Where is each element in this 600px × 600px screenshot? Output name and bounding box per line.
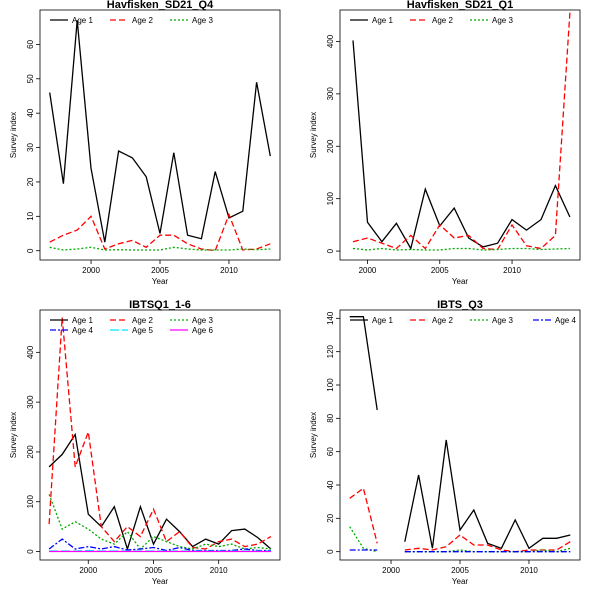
y-tick-label: 400: [26, 345, 35, 359]
y-tick-label: 200: [326, 139, 335, 153]
series-line-age-1: [49, 20, 271, 243]
legend-label: Age 4: [555, 316, 576, 325]
y-tick-label: 0: [326, 549, 335, 554]
x-tick-label: 2010: [503, 266, 521, 275]
y-axis-label: Survey index: [9, 412, 18, 458]
plot-frame: [339, 309, 581, 561]
x-axis-label: Year: [152, 277, 169, 286]
plot-frame: [339, 9, 581, 261]
legend-label: Age 1: [372, 16, 393, 25]
legend-label: Age 6: [192, 326, 213, 335]
chart-title: IBTSQ1_1-6: [129, 299, 191, 311]
y-tick-label: 400: [326, 34, 335, 48]
y-tick-label: 50: [26, 74, 35, 83]
y-axis-label: Survey index: [9, 112, 18, 158]
x-axis-label: Year: [452, 577, 469, 586]
y-axis-label: Survey index: [309, 112, 318, 158]
series-line-age-3: [352, 247, 570, 251]
y-tick-label: 0: [26, 549, 35, 554]
x-tick-label: 2010: [210, 566, 228, 575]
legend-label: Age 3: [492, 16, 513, 25]
x-tick-label: 2000: [359, 266, 377, 275]
series-line-age-3: [49, 246, 271, 251]
y-tick-label: 300: [26, 395, 35, 409]
y-tick-label: 60: [326, 447, 335, 456]
x-axis-label: Year: [152, 577, 169, 586]
y-tick-label: 140: [326, 311, 335, 325]
series-line-age-2: [349, 487, 571, 553]
legend-label: Age 2: [432, 316, 453, 325]
y-tick-label: 30: [26, 143, 35, 152]
x-tick-label: 2010: [220, 266, 238, 275]
x-tick-label: 2005: [151, 266, 169, 275]
y-tick-label: 40: [26, 108, 35, 117]
series-line-age-1: [48, 432, 272, 552]
legend-label: Age 2: [132, 16, 153, 25]
y-tick-label: 0: [326, 248, 335, 253]
chart-title: Havfisken_SD21_Q4: [107, 0, 214, 11]
chart-panel-2: Havfisken_SD21_Q1 2000 2005 2010 0 100 200 300 4…: [309, 0, 581, 286]
chart-panel-3: IBTSQ1_1-6 2000 2005 2010 0 100 200 300 400 Year S…: [9, 299, 281, 586]
series-line-age-4: [48, 538, 271, 552]
legend-label: Age 2: [432, 16, 453, 25]
series-line-age-2: [49, 212, 271, 252]
x-tick-label: 2005: [451, 566, 469, 575]
legend-label: Age 3: [192, 16, 213, 25]
chart-title: IBTS_Q3: [437, 299, 483, 311]
series-line-age-3: [48, 494, 271, 550]
y-tick-label: 0: [26, 248, 35, 253]
legend-label: Age 5: [132, 326, 153, 335]
chart-panel-1: Havfisken_SD21_Q4 2000 2005 2010 0 10 20 30 40 50…: [9, 0, 281, 286]
plot-frame: [39, 9, 281, 261]
series-line-age-4: [349, 549, 571, 553]
x-tick-label: 2010: [520, 566, 538, 575]
chart-title: Havfisken_SD21_Q1: [407, 0, 513, 11]
y-tick-label: 100: [26, 495, 35, 509]
legend-label: Age 4: [72, 326, 93, 335]
y-tick-label: 60: [26, 39, 35, 48]
x-tick-label: 2000: [82, 266, 100, 275]
legend-label: Age 2: [132, 316, 153, 325]
chart-panel-4: IBTS_Q3 2000 2005 2010 0 20 40 60 80 100 120 140 Yea…: [309, 299, 581, 586]
y-tick-label: 300: [326, 87, 335, 101]
y-tick-label: 100: [326, 378, 335, 392]
x-axis-label: Year: [452, 277, 469, 286]
x-tick-label: 2005: [431, 266, 449, 275]
legend-label: Age 1: [372, 316, 393, 325]
series-line-age-3: [349, 526, 571, 553]
y-tick-label: 10: [26, 211, 35, 220]
y-tick-label: 200: [26, 445, 35, 459]
y-tick-label: 120: [326, 344, 335, 358]
plot-frame: [39, 309, 281, 561]
x-tick-label: 2000: [79, 566, 97, 575]
legend-label: Age 1: [72, 316, 93, 325]
legend-label: Age 3: [192, 316, 213, 325]
y-tick-label: 40: [326, 480, 335, 489]
y-tick-label: 100: [326, 191, 335, 205]
series-line-age-1: [349, 316, 571, 550]
y-tick-label: 20: [326, 513, 335, 522]
x-tick-label: 2005: [145, 566, 163, 575]
y-tick-label: 20: [26, 177, 35, 186]
legend-label: Age 3: [492, 316, 513, 325]
series-line-age-2: [352, 12, 571, 251]
series-line-age-1: [352, 40, 571, 251]
y-tick-label: 80: [326, 413, 335, 422]
y-axis-label: Survey index: [309, 412, 318, 458]
series-line-age-2: [48, 317, 272, 550]
x-tick-label: 2000: [382, 566, 400, 575]
legend-label: Age 1: [72, 16, 93, 25]
